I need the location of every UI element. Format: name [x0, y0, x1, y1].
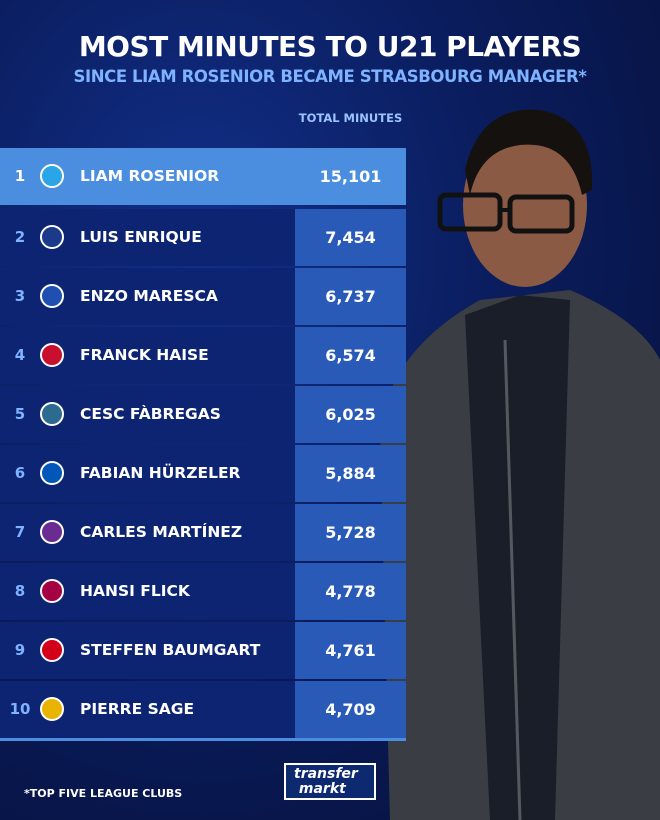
total-minutes-value: 4,761 — [295, 622, 406, 679]
rank: 8 — [14, 582, 26, 600]
page-subtitle: SINCE LIAM ROSENIOR BECAME STRASBOURG MA… — [73, 67, 587, 86]
table-row: 7 CARLES MARTÍNEZ 5,728 — [0, 504, 406, 561]
rank: 7 — [14, 523, 26, 541]
total-minutes-value: 6,574 — [295, 327, 406, 384]
chelsea-crest-icon — [40, 284, 64, 308]
rank: 9 — [14, 641, 26, 659]
lens-crest-icon — [40, 697, 64, 721]
column-header-total-minutes: TOTAL MINUTES — [298, 111, 403, 125]
strasbourg-crest-icon — [40, 164, 64, 188]
total-minutes-value: 5,884 — [295, 445, 406, 502]
total-minutes-value: 4,778 — [295, 563, 406, 620]
toulouse-crest-icon — [40, 520, 64, 544]
total-minutes-value: 5,728 — [295, 504, 406, 561]
manager-name: HANSI FLICK — [80, 582, 190, 600]
rank: 4 — [14, 346, 26, 364]
table-row: 3 ENZO MARESCA 6,737 — [0, 268, 406, 325]
table-row: 9 STEFFEN BAUMGART 4,761 — [0, 622, 406, 679]
psg-crest-icon — [40, 225, 64, 249]
manager-name: CESC FÀBREGAS — [80, 405, 221, 423]
total-minutes-value: 4,709 — [295, 681, 406, 738]
nice-crest-icon — [40, 343, 64, 367]
total-minutes-value: 6,025 — [295, 386, 406, 443]
table-row: 6 FABIAN HÜRZELER 5,884 — [0, 445, 406, 502]
manager-photo — [380, 109, 660, 820]
rank: 5 — [14, 405, 26, 423]
manager-name: FABIAN HÜRZELER — [80, 464, 241, 482]
table-row: 1 LIAM ROSENIOR 15,101 — [0, 148, 406, 205]
barcelona-crest-icon — [40, 579, 64, 603]
total-minutes-value: 6,737 — [295, 268, 406, 325]
manager-name: STEFFEN BAUMGART — [80, 641, 261, 659]
rank: 10 — [9, 700, 31, 718]
manager-name: PIERRE SAGE — [80, 700, 195, 718]
manager-name: ENZO MARESCA — [80, 287, 218, 305]
table-row: 10 PIERRE SAGE 4,709 — [0, 681, 406, 738]
manager-name: FRANCK HAISE — [80, 346, 209, 364]
brighton-crest-icon — [40, 461, 64, 485]
table-row: 8 HANSI FLICK 4,778 — [0, 563, 406, 620]
como-crest-icon — [40, 402, 64, 426]
table-row: 4 FRANCK HAISE 6,574 — [0, 327, 406, 384]
manager-name: LUIS ENRIQUE — [80, 228, 202, 246]
table-bottom-divider — [0, 738, 406, 741]
rank: 6 — [14, 464, 26, 482]
union-berlin-crest-icon — [40, 638, 64, 662]
total-minutes-value: 15,101 — [319, 167, 382, 186]
table-row: 2 LUIS ENRIQUE 7,454 — [0, 209, 406, 266]
table-row: 5 CESC FÀBREGAS 6,025 — [0, 386, 406, 443]
page-title: MOST MINUTES TO U21 PLAYERS — [78, 30, 582, 63]
manager-name: CARLES MARTÍNEZ — [80, 523, 243, 541]
rank: 1 — [14, 167, 26, 185]
rank: 3 — [14, 287, 26, 305]
total-minutes-value: 7,454 — [295, 209, 406, 266]
footnote: *TOP FIVE LEAGUE CLUBS — [24, 787, 183, 800]
rank: 2 — [14, 228, 26, 246]
manager-name: LIAM ROSENIOR — [80, 167, 220, 185]
transfermarkt-logo: transfer markt — [284, 763, 376, 800]
